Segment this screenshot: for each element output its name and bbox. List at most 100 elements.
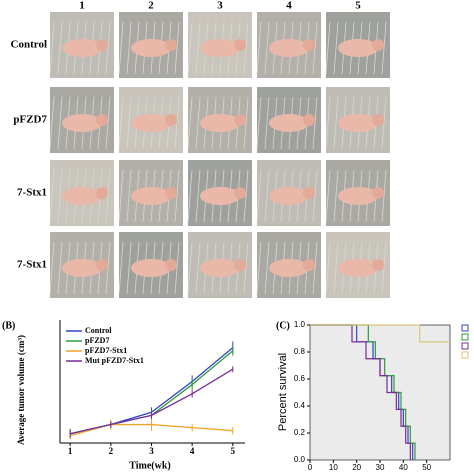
- mouse-head: [303, 114, 315, 126]
- cage-bar: [243, 96, 249, 150]
- mouse-head: [372, 187, 384, 199]
- row-label: 7-Stx1: [17, 259, 47, 271]
- cage-bar: [49, 21, 55, 75]
- mouse-head: [372, 259, 384, 271]
- cage-bar: [118, 169, 124, 223]
- mouse-head: [234, 39, 246, 51]
- mouse: [269, 114, 309, 132]
- x-tick-label: 1: [68, 446, 73, 456]
- x-tick-label: 4: [190, 446, 195, 456]
- mouse: [131, 187, 171, 205]
- mouse: [62, 114, 102, 132]
- mouse: [62, 187, 102, 205]
- cage-bar: [105, 169, 111, 223]
- panel-label: (C): [276, 320, 290, 331]
- mouse: [338, 187, 378, 205]
- x-tick-label: 0: [308, 463, 313, 472]
- mouse-head: [165, 39, 177, 51]
- cage-bar: [105, 21, 111, 75]
- cage-bar: [195, 96, 201, 150]
- cage-bar: [264, 241, 270, 295]
- cage-bar: [187, 21, 193, 75]
- mouse-head: [96, 187, 108, 199]
- cage-bar: [256, 96, 262, 150]
- cage-bar: [118, 241, 124, 295]
- cage-bar: [333, 241, 339, 295]
- cage-bar: [333, 96, 339, 150]
- cage-bar: [256, 21, 262, 75]
- y-tick-label: 0.2: [294, 428, 306, 437]
- cage-bar: [126, 96, 132, 150]
- mouse-head: [165, 259, 177, 271]
- column-label: 1: [79, 0, 85, 12]
- row-label: Control: [11, 39, 47, 51]
- column-label: 3: [217, 0, 223, 12]
- y-tick-label: 1.0: [294, 320, 306, 329]
- mouse-head: [165, 114, 177, 126]
- column-label: 2: [148, 0, 154, 12]
- mouse-head: [303, 259, 315, 271]
- mouse-head: [234, 187, 246, 199]
- mouse-head: [165, 187, 177, 199]
- cage-bar: [264, 21, 270, 75]
- panel-label: (B): [2, 320, 15, 331]
- cage-bar: [105, 96, 111, 150]
- cage-bar: [126, 169, 132, 223]
- mouse-head: [234, 114, 246, 126]
- legend-swatch: [461, 342, 469, 350]
- cage-bar: [325, 96, 331, 150]
- mouse-head: [372, 114, 384, 126]
- cage-bar: [195, 21, 201, 75]
- cage-bar: [174, 96, 180, 150]
- survival-curve: [310, 324, 411, 460]
- y-tick-label: 0.8: [294, 347, 306, 356]
- y-tick-label: 0.0: [294, 455, 306, 464]
- column-label: 5: [355, 0, 361, 12]
- cage-bar: [57, 21, 63, 75]
- cage-bar: [256, 241, 262, 295]
- mouse: [131, 39, 171, 57]
- legend-label: pFZD7: [85, 336, 109, 345]
- legend-label: Mut pFZD7-Stx1: [85, 356, 144, 365]
- mouse: [200, 187, 240, 205]
- cage-bar: [49, 241, 55, 295]
- cage-bar: [187, 241, 193, 295]
- cage-bar: [256, 169, 262, 223]
- x-tick-label: 50: [422, 463, 431, 472]
- x-tick-label: 30: [376, 463, 385, 472]
- cage-bar: [57, 96, 63, 150]
- y-axis-label: Average tumor volume (cm³): [16, 335, 26, 445]
- y-axis-label: Percent survival: [277, 353, 289, 431]
- cage-bar: [333, 169, 339, 223]
- x-tick-label: 2: [109, 446, 114, 456]
- column-label: 4: [286, 0, 292, 12]
- cage-bar: [174, 169, 180, 223]
- cage-bar: [187, 169, 193, 223]
- mouse: [269, 187, 309, 205]
- legend-label: pFZD7-Stx1: [85, 346, 127, 355]
- cage-bar: [195, 241, 201, 295]
- legend-label: Control: [85, 326, 112, 335]
- mouse: [338, 259, 378, 277]
- mouse: [269, 259, 309, 277]
- cage-bar: [312, 21, 318, 75]
- mouse-head: [96, 114, 108, 126]
- cage-bar: [381, 169, 387, 223]
- cage-bar: [49, 96, 55, 150]
- x-tick-label: 5: [231, 446, 236, 456]
- plot-area: [309, 324, 451, 461]
- cage-bar: [126, 241, 132, 295]
- mouse: [269, 39, 309, 57]
- x-axis-label: Time(wk): [129, 460, 170, 471]
- cage-bar: [264, 96, 270, 150]
- mouse: [131, 259, 171, 277]
- mouse: [200, 259, 240, 277]
- x-tick-label: 20: [352, 463, 361, 472]
- y-tick-label: 0.4: [294, 401, 306, 410]
- cage-bar: [264, 169, 270, 223]
- cage-bar: [325, 169, 331, 223]
- mouse: [62, 259, 102, 277]
- mouse: [338, 39, 378, 57]
- survival-curve: [310, 324, 450, 343]
